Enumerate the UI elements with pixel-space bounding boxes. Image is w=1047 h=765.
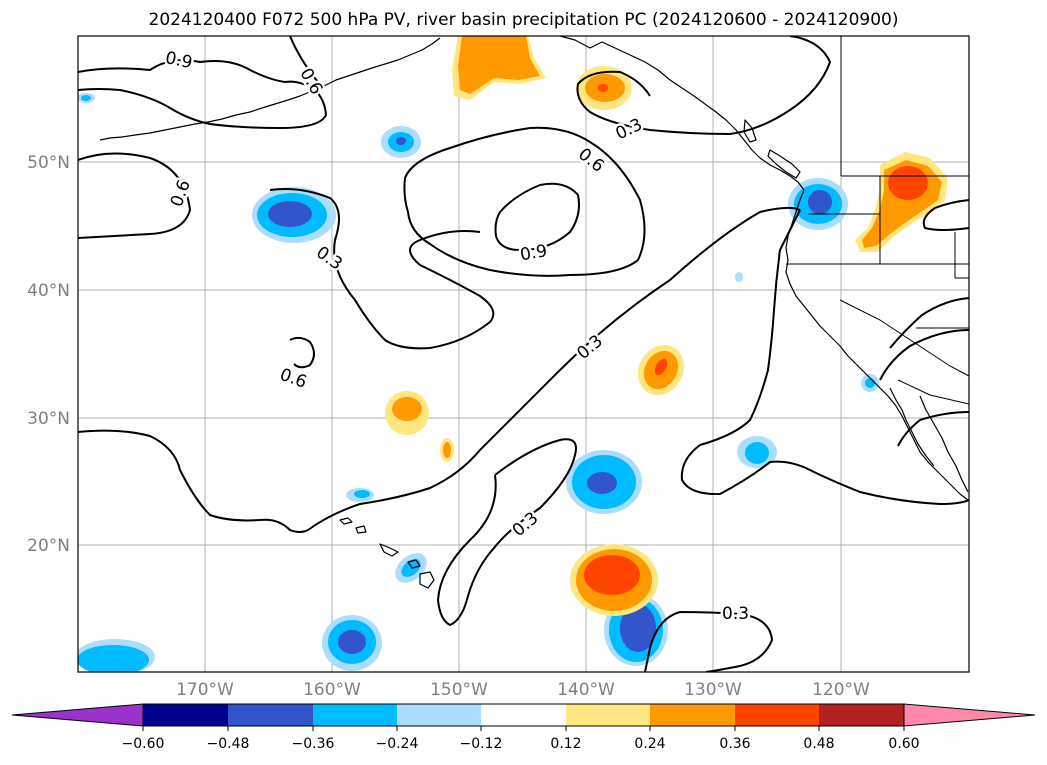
anomaly-blob-pos (654, 358, 668, 376)
negative-anomalies (78, 93, 879, 672)
anomaly-blob-pos (888, 166, 928, 200)
anomaly-blob-neg (81, 95, 91, 101)
graticule (78, 36, 969, 672)
contour-label: 0.6 (277, 365, 309, 393)
lon-label: 170°W (176, 680, 234, 700)
lon-label: 120°W (812, 680, 870, 700)
colorbar-tick-label: −0.24 (376, 736, 419, 752)
anomaly-blob-neg (865, 378, 875, 388)
contour-label: 0.6 (167, 177, 195, 209)
anomaly-blob-pos (458, 36, 540, 94)
contour-label: 0.3 (509, 508, 543, 541)
political-borders (786, 36, 969, 405)
anomaly-blob-neg (735, 272, 743, 282)
colorbar-segment (819, 704, 904, 726)
lat-label: 20°N (27, 536, 70, 556)
colorbar-segment (313, 704, 397, 726)
colorbar-tick-label: −0.60 (122, 736, 165, 752)
colorbar-tick-label: 0.60 (888, 736, 919, 752)
coastlines (99, 36, 969, 589)
colorbar-tick-label: −0.12 (460, 736, 503, 752)
colorbar-extend-max (903, 703, 1036, 727)
anomaly-blob-neg (745, 442, 769, 464)
contour-label: 0.9 (519, 241, 549, 265)
colorbar-segment (481, 704, 566, 726)
contour-label: 0.3 (722, 604, 749, 624)
contour-label: 0.6 (574, 144, 608, 176)
anomaly-blob-neg (587, 472, 617, 494)
anomaly-blob-pos (584, 555, 640, 595)
colorbar-tick-label: 0.36 (719, 736, 750, 752)
lon-label: 150°W (430, 680, 488, 700)
contour-label: 0.3 (312, 243, 346, 275)
anomaly-blob-neg (808, 190, 832, 214)
anomaly-blob-pos (598, 84, 608, 92)
contour-label: 0.3 (573, 331, 607, 364)
anomaly-blob-neg (620, 604, 656, 652)
lon-label: 140°W (557, 680, 615, 700)
map-title: 2024120400 F072 500 hPa PV, river basin … (148, 10, 899, 30)
lat-label: 30°N (27, 409, 70, 429)
contour-label: 0.3 (613, 115, 646, 145)
lat-label: 50°N (27, 153, 70, 173)
colorbar-segment (735, 704, 819, 726)
map-frame (77, 35, 970, 673)
lon-label: 160°W (303, 680, 361, 700)
colorbar-extend-min (11, 703, 144, 727)
colorbar-tick-label: 0.24 (634, 736, 665, 752)
colorbar-tick-label: −0.36 (292, 736, 335, 752)
colorbar-segment (397, 704, 481, 726)
colorbar-tick-label: 0.48 (803, 736, 834, 752)
colorbar-tick-label: −0.48 (207, 736, 250, 752)
positive-anomalies (385, 36, 948, 616)
contour-label: 0.9 (163, 48, 194, 73)
anomaly-blob-neg (78, 645, 149, 672)
anomaly-blob-neg (354, 490, 370, 498)
colorbar-tick-label: 0.12 (550, 736, 581, 752)
lat-label: 40°N (27, 281, 70, 301)
pv-contours (78, 36, 969, 672)
lat-axis: 50°N 40°N 30°N 20°N (27, 153, 70, 556)
anomaly-blob-neg (268, 201, 312, 227)
colorbar: −0.60 −0.48 −0.36 −0.24 −0.12 0.12 0.24 … (11, 703, 1036, 752)
colorbar-segment (566, 704, 650, 726)
lon-label: 130°W (684, 680, 742, 700)
colorbar-segment (143, 704, 228, 726)
lon-axis: 170°W 160°W 150°W 140°W 130°W 120°W (176, 680, 870, 700)
contour-label-group: 0.9 0.6 0.6 0.6 0.9 0.3 0.3 0.3 0.6 0.3 … (161, 46, 752, 627)
anomaly-blob-pos (443, 442, 451, 458)
anomaly-blob-pos (392, 397, 422, 421)
colorbar-segment (650, 704, 735, 726)
colorbar-segment (228, 704, 313, 726)
contour-label: 0.6 (295, 65, 326, 98)
anomaly-blob-neg (338, 630, 366, 654)
anomaly-blob-neg (396, 137, 406, 145)
anomaly-blob-neg (401, 559, 421, 577)
